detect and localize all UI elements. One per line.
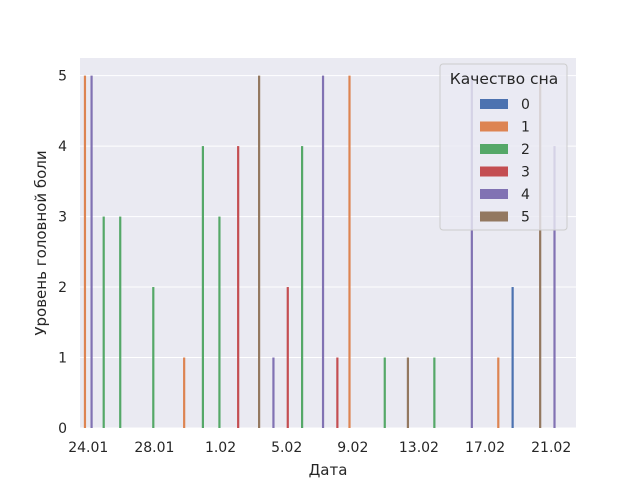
bar (90, 75, 93, 428)
bar (511, 287, 514, 428)
x-tick-label: 21.02 (531, 440, 571, 456)
bars (83, 75, 556, 428)
legend: Качество сна 0 1 2 3 4 5 (439, 63, 568, 231)
bar (321, 75, 325, 428)
bar (272, 357, 275, 428)
bar (119, 216, 122, 428)
y-axis-label: Уровень головной боли (32, 150, 50, 335)
x-tick-label: 1.02 (205, 440, 236, 456)
y-tick-labels: 0 1 2 3 4 5 (58, 69, 67, 437)
bar (102, 216, 105, 428)
bar (258, 75, 261, 428)
x-tick-label: 28.01 (134, 440, 174, 456)
y-tick-label: 4 (58, 139, 67, 155)
bar (406, 357, 410, 428)
x-tick-label: 13.02 (399, 440, 439, 456)
bar (218, 216, 221, 428)
x-axis-label: Дата (309, 461, 348, 479)
bar (286, 287, 289, 428)
x-tick-label: 17.02 (465, 440, 505, 456)
bar (336, 357, 339, 428)
legend-label: 3 (521, 165, 530, 181)
y-tick-label: 3 (58, 210, 67, 226)
bar (183, 357, 186, 428)
bar (237, 146, 240, 428)
legend-swatch (480, 166, 508, 177)
x-tick-label: 5.02 (271, 440, 302, 456)
bar (348, 75, 351, 428)
bar (83, 75, 87, 428)
legend-swatch (480, 189, 508, 199)
x-tick-label: 24.01 (68, 440, 108, 456)
legend-title: Качество сна (450, 70, 558, 88)
bar (152, 287, 155, 428)
y-tick-label: 5 (58, 69, 67, 85)
y-tick-label: 1 (58, 351, 67, 367)
legend-swatch (480, 99, 508, 109)
bar (539, 75, 542, 428)
bar (383, 357, 386, 428)
y-tick-label: 0 (58, 421, 67, 437)
x-tick-label: 9.02 (337, 440, 368, 456)
legend-label: 0 (521, 97, 530, 113)
legend-label: 1 (521, 120, 530, 136)
bar (201, 146, 204, 428)
legend-swatch (480, 211, 508, 222)
bar (433, 357, 436, 428)
bar (470, 75, 473, 428)
bar (553, 146, 556, 428)
x-tick-labels: 24.01 28.01 1.02 5.02 9.02 13.02 17.02 21.02 (68, 440, 571, 456)
legend-label: 2 (521, 142, 530, 158)
bar (300, 146, 304, 428)
legend-items: 0 1 2 3 4 5 (480, 97, 530, 226)
legend-label: 4 (521, 187, 530, 203)
y-tick-label: 2 (58, 280, 67, 296)
bar (497, 357, 500, 428)
legend-label: 5 (521, 210, 530, 226)
legend-swatch (480, 144, 508, 154)
legend-swatch (480, 121, 508, 132)
